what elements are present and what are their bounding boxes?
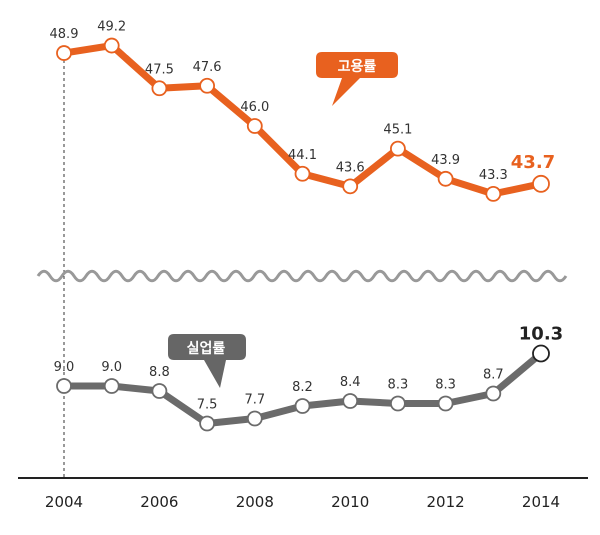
- x-tick-label: 2008: [236, 493, 274, 511]
- data-label: 43.6: [336, 160, 365, 175]
- data-point: [437, 395, 454, 412]
- data-point: [342, 393, 359, 409]
- data-label: 8.3: [388, 378, 409, 393]
- data-label: 10.3: [519, 324, 563, 345]
- data-label: 8.7: [483, 368, 504, 383]
- data-label: 7.7: [244, 393, 265, 408]
- series-employment: 48.9 49.2 47.5 47.6 46.0 44.1 43.6 45.1 43.9 43.3…: [50, 20, 555, 202]
- data-point: [485, 385, 502, 402]
- data-point: [532, 344, 550, 363]
- data-label: 43.7: [511, 152, 555, 173]
- data-label: 48.9: [50, 27, 79, 42]
- data-point: [151, 383, 168, 399]
- data-label: 9.0: [54, 360, 75, 375]
- data-point: [246, 118, 263, 134]
- data-label: 8.3: [435, 378, 456, 393]
- data-label: 9.0: [101, 360, 122, 375]
- data-point: [56, 45, 72, 61]
- data-label: 49.2: [97, 20, 126, 35]
- data-label: 8.2: [292, 380, 313, 395]
- data-point: [437, 170, 454, 187]
- data-label: 43.3: [479, 168, 508, 183]
- data-label: 47.6: [193, 60, 222, 75]
- data-point: [246, 410, 263, 427]
- legend-callout-unemployment: 실업률: [168, 334, 246, 388]
- series-unemployment: 9.0 9.0 8.8 7.5 7.7 8.2 8.4 8.3 8.3 8.7 10.3: [54, 324, 563, 432]
- data-point: [56, 378, 72, 394]
- data-point: [485, 185, 502, 202]
- data-point: [103, 378, 120, 394]
- data-point: [294, 398, 311, 414]
- data-label: 47.5: [145, 62, 174, 77]
- data-point: [199, 415, 216, 432]
- x-tick-label: 2004: [45, 493, 83, 511]
- data-label: 7.5: [197, 398, 218, 413]
- x-tick-label: 2014: [522, 493, 560, 511]
- data-label: 8.4: [340, 375, 361, 390]
- legend-label-unemployment: 실업률: [187, 340, 226, 357]
- data-label: 43.9: [431, 153, 460, 168]
- x-tick-label: 2010: [331, 493, 369, 511]
- axis-break-wave: [36, 269, 568, 283]
- x-tick-label: 2006: [140, 493, 178, 511]
- data-point: [342, 178, 359, 195]
- data-point: [294, 165, 311, 182]
- x-tick-label: 2012: [427, 493, 465, 511]
- data-point: [151, 80, 168, 97]
- legend-callout-employment: 고용률: [316, 52, 398, 106]
- data-label: 8.8: [149, 365, 170, 380]
- data-point: [389, 395, 406, 412]
- data-label: 45.1: [383, 123, 412, 138]
- data-point: [532, 174, 550, 193]
- data-point: [199, 77, 216, 94]
- data-point: [389, 140, 406, 157]
- data-point: [103, 37, 120, 54]
- data-label: 46.0: [240, 100, 269, 115]
- legend-label-employment: 고용률: [338, 58, 377, 75]
- data-label: 44.1: [288, 148, 317, 163]
